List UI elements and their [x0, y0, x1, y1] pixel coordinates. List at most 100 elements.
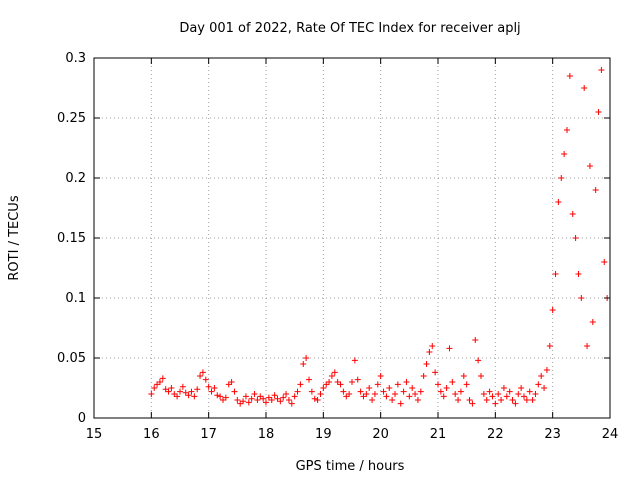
x-tick-label: 18: [258, 427, 275, 442]
data-point: [578, 295, 585, 301]
data-point: [586, 163, 593, 169]
data-point: [357, 388, 364, 395]
data-point: [297, 381, 304, 388]
data-point: [351, 357, 358, 364]
x-tick-label: 21: [430, 427, 447, 442]
data-point: [294, 388, 301, 395]
data-point: [500, 385, 507, 391]
data-point: [584, 343, 591, 349]
data-point: [285, 397, 292, 403]
data-point: [185, 392, 192, 399]
data-point: [561, 151, 568, 157]
data-point: [452, 391, 459, 397]
data-point: [414, 397, 421, 403]
x-tick-label: 15: [86, 427, 103, 442]
data-point: [177, 388, 183, 395]
data-point: [369, 397, 376, 403]
data-point: [202, 376, 209, 383]
y-tick-label: 0.25: [57, 111, 86, 126]
data-point: [328, 373, 335, 379]
grid-lines: [94, 58, 610, 418]
data-point: [217, 393, 224, 400]
data-point: [251, 391, 258, 397]
data-point: [426, 349, 433, 355]
data-point: [529, 397, 536, 403]
data-point: [331, 369, 338, 376]
data-point: [601, 259, 608, 265]
data-point: [386, 385, 393, 391]
data-point: [306, 376, 312, 383]
data-point: [165, 388, 172, 395]
data-point: [506, 388, 513, 395]
data-point: [300, 361, 307, 367]
x-tick-label: 22: [487, 427, 504, 442]
data-point: [457, 388, 464, 395]
data-point: [245, 399, 252, 406]
data-point: [546, 343, 553, 349]
data-point: [277, 398, 284, 405]
data-point: [432, 369, 439, 376]
plot-frame: [93, 57, 611, 419]
data-point: [575, 271, 582, 277]
x-tick-label: 23: [544, 427, 561, 442]
data-point: [248, 395, 255, 402]
data-point: [205, 383, 212, 390]
data-point: [383, 393, 390, 400]
data-point: [222, 394, 229, 401]
data-point: [475, 357, 482, 364]
data-point: [354, 376, 361, 383]
data-point: [446, 345, 453, 352]
data-point: [283, 391, 290, 397]
data-point: [314, 397, 321, 403]
data-point: [159, 375, 166, 382]
data-point: [191, 393, 198, 400]
data-point: [589, 319, 596, 325]
data-point: [311, 395, 318, 402]
data-point: [389, 397, 396, 403]
y-tick-label: 0.15: [57, 231, 86, 246]
data-point: [188, 388, 195, 395]
axis-ticks: 15 16 17 18 19 20 21 22 23 24 0 0.05 0.1 0.15 0.2 0.25 0…: [57, 51, 618, 442]
data-point: [478, 373, 484, 379]
data-point: [374, 381, 381, 388]
data-point: [148, 391, 155, 397]
data-point: [288, 400, 295, 407]
data-point: [394, 381, 401, 388]
data-point: [156, 379, 163, 385]
data-point: [595, 109, 602, 115]
data-point: [469, 400, 476, 407]
data-point: [240, 398, 247, 405]
data-point: [168, 385, 175, 391]
data-point: [538, 373, 545, 379]
data-point: [581, 85, 588, 91]
data-point: [214, 392, 221, 399]
data-point: [440, 393, 447, 400]
x-tick-label: 19: [315, 427, 332, 442]
data-point: [518, 385, 525, 391]
data-point: [303, 355, 310, 361]
x-tick-label: 16: [143, 427, 160, 442]
data-point: [412, 391, 419, 397]
data-point: [340, 388, 347, 395]
data-point: [512, 400, 519, 407]
data-point: [268, 397, 275, 403]
data-point: [480, 391, 487, 397]
x-tick-label: 20: [372, 427, 389, 442]
data-point: [291, 393, 298, 400]
x-tick-label: 17: [200, 427, 217, 442]
data-point: [197, 373, 204, 379]
data-point: [179, 383, 186, 390]
data-point: [535, 381, 542, 388]
data-point: [363, 391, 370, 397]
data-point: [349, 379, 355, 385]
data-point: [549, 307, 556, 313]
data-points: [148, 67, 611, 407]
data-point: [543, 367, 550, 373]
data-point: [377, 373, 384, 379]
data-point: [271, 392, 278, 399]
data-point: [234, 397, 241, 403]
data-point: [449, 379, 456, 385]
data-point: [443, 385, 450, 391]
data-point: [151, 385, 158, 391]
